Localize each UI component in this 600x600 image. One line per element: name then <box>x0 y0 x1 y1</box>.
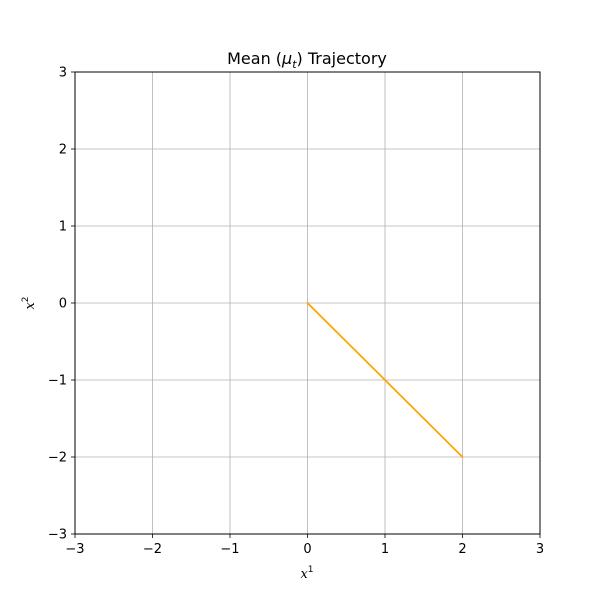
x-tick-label: 1 <box>381 542 389 557</box>
title-suffix: ) Trajectory <box>297 49 387 68</box>
title-subscript: t <box>292 58 297 71</box>
y-tick-label: −2 <box>48 451 67 466</box>
y-tick-label: 0 <box>59 297 67 312</box>
y-tick-label: 3 <box>59 66 67 81</box>
trajectory-line <box>306 302 464 458</box>
x-tick-label: −2 <box>143 542 162 557</box>
x-tick-label: 2 <box>458 542 466 557</box>
series-layer <box>306 302 464 458</box>
y-axis-label: x2 <box>21 296 38 309</box>
x-tick-label: 0 <box>303 542 311 557</box>
x-axis-label-sup: 1 <box>308 565 314 575</box>
chart-title: Mean (μt) Trajectory <box>227 49 387 71</box>
title-symbol: μ <box>281 49 292 68</box>
y-tick-label: 1 <box>59 220 67 235</box>
y-axis-label-sup: 2 <box>21 296 31 302</box>
y-tick-label: 2 <box>59 143 67 158</box>
title-prefix: Mean ( <box>227 49 282 68</box>
y-tick-label: −3 <box>48 528 67 543</box>
y-tick-label: −1 <box>48 374 67 389</box>
y-axis-label-base: x <box>23 302 38 310</box>
x-axis-label: x1 <box>300 565 313 582</box>
x-axis-label-base: x <box>300 567 308 582</box>
x-tick-label: −1 <box>220 542 239 557</box>
x-tick-label: −3 <box>65 542 84 557</box>
x-tick-label: 3 <box>536 542 544 557</box>
ticks: −3 −2 −1 0 1 2 3 −3 −2 −1 0 1 2 3 <box>48 66 544 558</box>
